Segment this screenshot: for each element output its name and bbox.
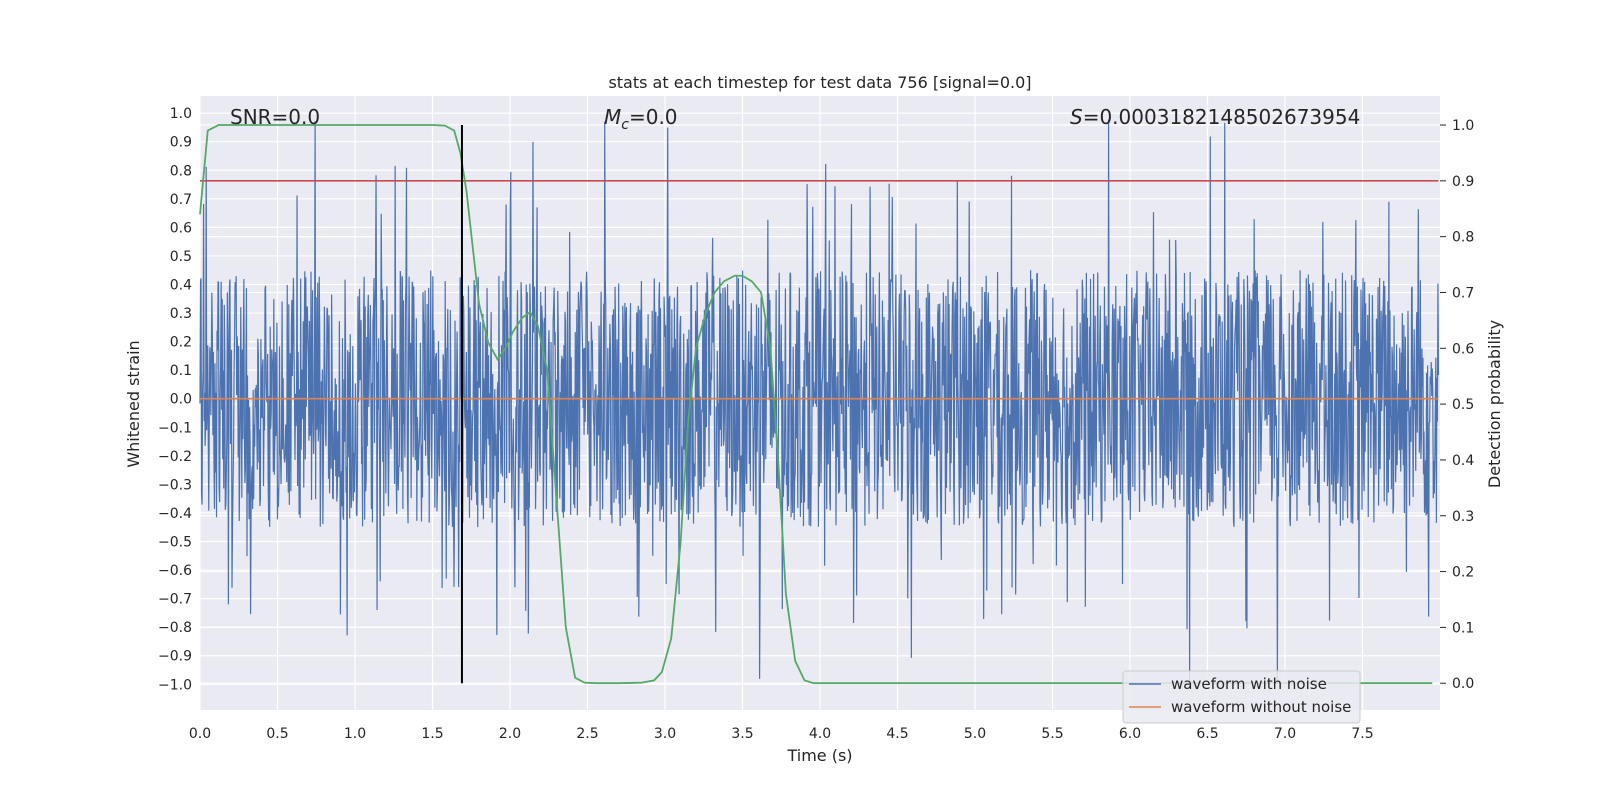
y-right-axis-ticks: 1.0 0.9 0.8 0.7 0.6 0.5 0.4 0.3 0.2 0.1 0.0 bbox=[1440, 118, 1474, 692]
x-tick-label: 0.5 bbox=[266, 726, 288, 742]
x-tick-label: 5.0 bbox=[964, 726, 986, 742]
chart-title: stats at each timestep for test data 756… bbox=[608, 73, 1031, 92]
y-right-tick-label: 1.0 bbox=[1452, 118, 1474, 134]
y-right-tick-label: 0.7 bbox=[1452, 285, 1474, 301]
y-right-tick-label: 0.8 bbox=[1452, 230, 1474, 246]
y-right-tick-label: 0.6 bbox=[1452, 341, 1474, 357]
y-left-tick-label: 1.0 bbox=[170, 106, 192, 122]
x-tick-label: 6.0 bbox=[1119, 726, 1141, 742]
x-tick-label: 4.5 bbox=[886, 726, 908, 742]
y-right-tick-label: 0.2 bbox=[1452, 565, 1474, 581]
y-left-tick-label: −0.7 bbox=[158, 592, 192, 608]
y-left-tick-label: 0.4 bbox=[170, 277, 192, 293]
y-right-tick-label: 0.9 bbox=[1452, 174, 1474, 190]
x-tick-label: 4.0 bbox=[809, 726, 831, 742]
legend-box bbox=[1122, 670, 1361, 724]
x-tick-label: 7.5 bbox=[1351, 726, 1373, 742]
x-tick-label: 6.5 bbox=[1196, 726, 1218, 742]
y-left-tick-label: 0.5 bbox=[170, 249, 192, 265]
y-left-tick-label: −0.5 bbox=[158, 535, 192, 551]
y-left-tick-label: −0.4 bbox=[158, 506, 192, 522]
y-right-tick-label: 0.0 bbox=[1452, 676, 1474, 692]
y-left-axis-ticks: 1.0 0.9 0.8 0.7 0.6 0.5 0.4 0.3 0.2 0.1 0.0 −0.1 −0.… bbox=[158, 106, 192, 693]
x-tick-label: 1.5 bbox=[421, 726, 443, 742]
legend-label-clean: waveform without noise bbox=[1171, 698, 1351, 716]
series-waveform-with-noise bbox=[199, 119, 1440, 684]
y-right-axis-label: Detection probability bbox=[1485, 320, 1504, 488]
series-layer bbox=[199, 119, 1440, 685]
snr-annotation: SNR=0.0 bbox=[230, 105, 320, 129]
y-left-tick-label: −0.6 bbox=[158, 563, 192, 579]
x-tick-label: 3.5 bbox=[731, 726, 753, 742]
x-axis-ticks: 0.0 0.5 1.0 1.5 2.0 2.5 3.0 3.5 4.0 4.5 5.0 5.5 6.0 6… bbox=[189, 726, 1374, 742]
mc-symbol: M bbox=[604, 105, 621, 129]
y-left-tick-label: −0.1 bbox=[158, 420, 192, 436]
x-tick-label: 3.0 bbox=[654, 726, 676, 742]
y-left-tick-label: 0.8 bbox=[170, 163, 192, 179]
y-left-tick-label: −0.9 bbox=[158, 649, 192, 665]
y-left-tick-label: 0.3 bbox=[170, 306, 192, 322]
s-value: =0.0003182148502673954 bbox=[1083, 105, 1361, 129]
x-tick-label: 7.0 bbox=[1274, 726, 1296, 742]
mc-value: =0.0 bbox=[629, 105, 678, 129]
y-left-tick-label: 0.9 bbox=[170, 135, 192, 151]
x-tick-label: 2.0 bbox=[499, 726, 521, 742]
s-annotation: S=0.0003182148502673954 bbox=[1070, 105, 1360, 129]
mc-subscript: c bbox=[621, 117, 629, 133]
x-tick-label: 0.0 bbox=[189, 726, 211, 742]
x-tick-label: 1.0 bbox=[344, 726, 366, 742]
legend: waveform with noise waveform without noi… bbox=[1122, 670, 1361, 724]
y-left-tick-label: 0.0 bbox=[170, 392, 192, 408]
s-symbol: S bbox=[1070, 105, 1083, 129]
y-left-tick-label: −0.2 bbox=[158, 449, 192, 465]
y-left-tick-label: 0.2 bbox=[170, 335, 192, 351]
y-left-tick-label: −0.8 bbox=[158, 620, 192, 636]
y-right-tick-label: 0.1 bbox=[1452, 620, 1474, 636]
y-right-tick-label: 0.5 bbox=[1452, 397, 1474, 413]
x-axis-label: Time (s) bbox=[786, 746, 852, 765]
legend-label-noise: waveform with noise bbox=[1171, 675, 1327, 693]
y-left-tick-label: −0.3 bbox=[158, 477, 192, 493]
y-right-tick-label: 0.4 bbox=[1452, 453, 1474, 469]
y-left-tick-label: −1.0 bbox=[158, 677, 192, 693]
y-left-tick-label: 0.6 bbox=[170, 220, 192, 236]
series-detection-probability bbox=[199, 124, 1433, 685]
x-tick-label: 2.5 bbox=[576, 726, 598, 742]
x-tick-label: 5.5 bbox=[1041, 726, 1063, 742]
y-right-tick-label: 0.3 bbox=[1452, 509, 1474, 525]
y-left-tick-label: 0.1 bbox=[170, 363, 192, 379]
mc-annotation: Mc=0.0 bbox=[604, 105, 678, 133]
y-left-axis-label: Whitened strain bbox=[124, 340, 143, 467]
y-left-tick-label: 0.7 bbox=[170, 192, 192, 208]
